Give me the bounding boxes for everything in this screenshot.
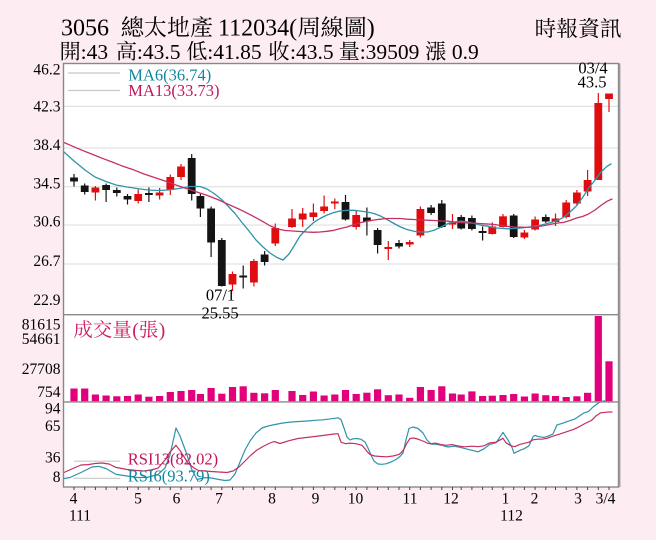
svg-text:94: 94 [45, 400, 61, 417]
svg-text:34.5: 34.5 [33, 175, 60, 192]
svg-text:3/4: 3/4 [596, 491, 616, 508]
svg-text:112034(: 112034( [218, 16, 297, 42]
svg-text::39509: :39509 [360, 40, 420, 64]
svg-text:3056: 3056 [61, 16, 109, 42]
svg-text::43.5: :43.5 [137, 40, 181, 64]
svg-text:RSI13(82.02): RSI13(82.02) [128, 450, 218, 469]
svg-text:RSI6(93.79): RSI6(93.79) [128, 467, 210, 486]
svg-text:8: 8 [268, 491, 276, 508]
svg-text:9: 9 [312, 491, 320, 508]
svg-text:54661: 54661 [22, 331, 61, 348]
svg-text:42.3: 42.3 [33, 99, 60, 116]
svg-text:11: 11 [403, 491, 418, 508]
svg-text:25.55: 25.55 [201, 304, 238, 323]
svg-text:46.2: 46.2 [33, 62, 60, 79]
svg-text:81615: 81615 [22, 316, 61, 333]
svg-text:8: 8 [53, 469, 61, 486]
svg-text:MA13(33.73): MA13(33.73) [128, 81, 219, 100]
svg-text:): ) [367, 16, 375, 42]
svg-text:26.7: 26.7 [33, 253, 60, 270]
svg-text::41.85: :41.85 [207, 40, 261, 64]
svg-text:22.9: 22.9 [33, 292, 60, 309]
svg-text:4: 4 [70, 491, 78, 508]
svg-text:112: 112 [500, 508, 523, 525]
svg-text:1: 1 [502, 491, 510, 508]
svg-text:30.6: 30.6 [33, 214, 60, 231]
svg-text:12: 12 [443, 491, 459, 508]
svg-text:3: 3 [574, 491, 582, 508]
svg-text:6: 6 [173, 491, 181, 508]
svg-text:03/4: 03/4 [578, 59, 607, 78]
svg-text:10: 10 [348, 491, 364, 508]
svg-text:2: 2 [531, 491, 539, 508]
svg-text:): ) [159, 321, 166, 342]
svg-text:43.5: 43.5 [578, 73, 607, 92]
svg-text:07/1: 07/1 [206, 286, 235, 305]
svg-text:MA6(36.74): MA6(36.74) [128, 65, 211, 84]
svg-text:754: 754 [37, 384, 61, 401]
svg-text:27708: 27708 [22, 361, 61, 378]
svg-text::43.5: :43.5 [290, 40, 334, 64]
svg-text::43: :43 [81, 40, 108, 64]
svg-text:7: 7 [215, 491, 223, 508]
svg-text:65: 65 [45, 418, 61, 435]
svg-text:5: 5 [134, 491, 142, 508]
svg-text:111: 111 [69, 508, 91, 525]
svg-text:38.4: 38.4 [33, 137, 60, 154]
svg-text:0.9: 0.9 [452, 40, 479, 64]
svg-text:(: ( [132, 321, 139, 342]
svg-text:36: 36 [45, 450, 61, 467]
